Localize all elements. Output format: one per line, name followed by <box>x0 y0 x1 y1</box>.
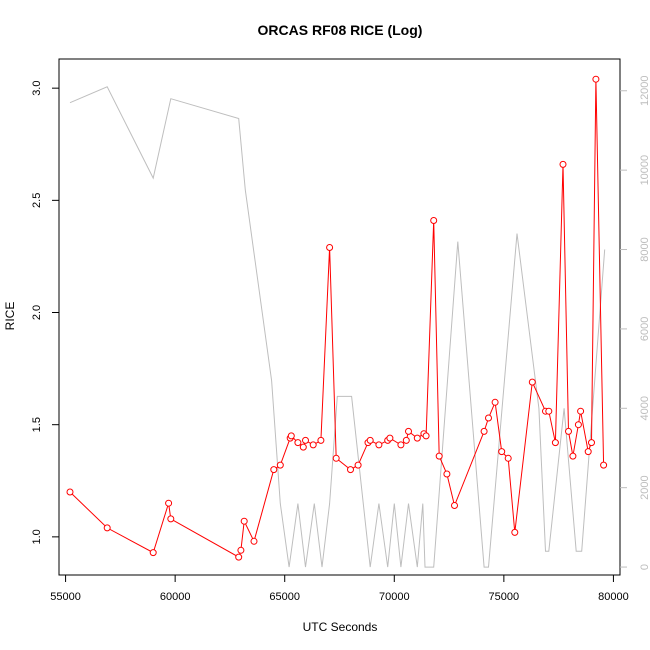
rice-point <box>66 488 74 496</box>
rice-point <box>574 421 582 429</box>
chart-title: ORCAS RF08 RICE (Log) <box>258 22 423 38</box>
rice-point <box>435 452 443 460</box>
rice-point <box>485 414 492 422</box>
rice-point <box>480 427 488 435</box>
y2-tick-label: 12000 <box>639 75 650 106</box>
x-tick-label: 75000 <box>489 591 520 603</box>
rice-point <box>366 436 374 444</box>
rice-point <box>528 378 536 386</box>
rice-point <box>545 407 553 415</box>
y2-tick-label: 0 <box>639 564 650 570</box>
rice-point <box>491 398 499 406</box>
x-tick-label: 65000 <box>269 591 300 603</box>
y2-tick-label: 6000 <box>639 317 650 341</box>
rice-point <box>451 502 458 509</box>
plot-frame <box>58 58 621 576</box>
rice-point <box>405 427 412 435</box>
rice-point <box>287 432 295 440</box>
x-axis: 55000 60000 65000 70000 75000 80000 <box>50 575 629 603</box>
rice-point <box>235 553 243 561</box>
rice-point <box>443 470 451 478</box>
rice-point <box>577 407 585 415</box>
rice-point <box>422 432 430 440</box>
rice-point <box>559 160 567 168</box>
rice-point <box>584 448 592 456</box>
y-axis-right: 0 2000 4000 6000 8000 10000 12000 <box>620 75 650 570</box>
y-axis-label: RICE <box>3 302 17 331</box>
rice-point <box>270 466 278 474</box>
rice-point <box>498 448 506 456</box>
rice-point <box>167 515 175 523</box>
rice-point <box>309 441 317 449</box>
x-tick-label: 55000 <box>50 591 81 603</box>
y-tick-label: 2.0 <box>31 305 43 320</box>
rice-point <box>276 461 284 469</box>
rice-point <box>326 244 334 251</box>
x-tick-label: 70000 <box>379 591 410 603</box>
x-tick-label: 60000 <box>160 591 191 603</box>
rice-point <box>165 499 173 507</box>
altitude-series <box>69 86 606 568</box>
rice-point <box>592 75 600 83</box>
rice-point <box>149 549 157 557</box>
y2-tick-label: 10000 <box>639 155 650 186</box>
y2-tick-label: 4000 <box>639 396 650 420</box>
rice-point <box>354 461 362 469</box>
rice-point <box>332 454 340 462</box>
rice-point <box>347 466 354 474</box>
y-axis-left: 1.0 1.5 2.0 2.5 3.0 <box>31 81 59 545</box>
rice-point <box>551 439 559 447</box>
rice-point <box>569 452 577 460</box>
x-tick-label: 80000 <box>598 591 629 603</box>
rice-point <box>302 436 309 444</box>
rice-point <box>430 217 438 224</box>
y-tick-label: 3.0 <box>31 81 43 96</box>
y-tick-label: 1.0 <box>31 529 43 544</box>
y-tick-label: 2.5 <box>31 193 43 208</box>
rice-point <box>588 439 595 447</box>
rice-point <box>600 461 608 469</box>
rice-point <box>413 434 421 442</box>
x-axis-label: UTC Seconds <box>303 620 378 634</box>
rice-point <box>317 436 325 444</box>
rice-point <box>103 524 111 532</box>
rice-point <box>294 439 302 447</box>
rice-point <box>375 441 383 449</box>
rice-point <box>402 436 410 444</box>
altitude-line <box>69 86 606 568</box>
rice-point <box>237 546 245 554</box>
rice-point <box>504 454 512 462</box>
rice-point <box>565 427 572 435</box>
rice-series <box>66 75 608 561</box>
rice-point <box>386 434 394 442</box>
rice-point <box>397 441 405 449</box>
rice-point <box>511 528 519 536</box>
rice-point <box>240 517 248 525</box>
y2-tick-label: 8000 <box>639 237 650 261</box>
y-tick-label: 1.5 <box>31 417 43 432</box>
rice-point <box>250 537 258 545</box>
y2-tick-label: 2000 <box>639 475 650 499</box>
rice-point <box>299 443 307 451</box>
